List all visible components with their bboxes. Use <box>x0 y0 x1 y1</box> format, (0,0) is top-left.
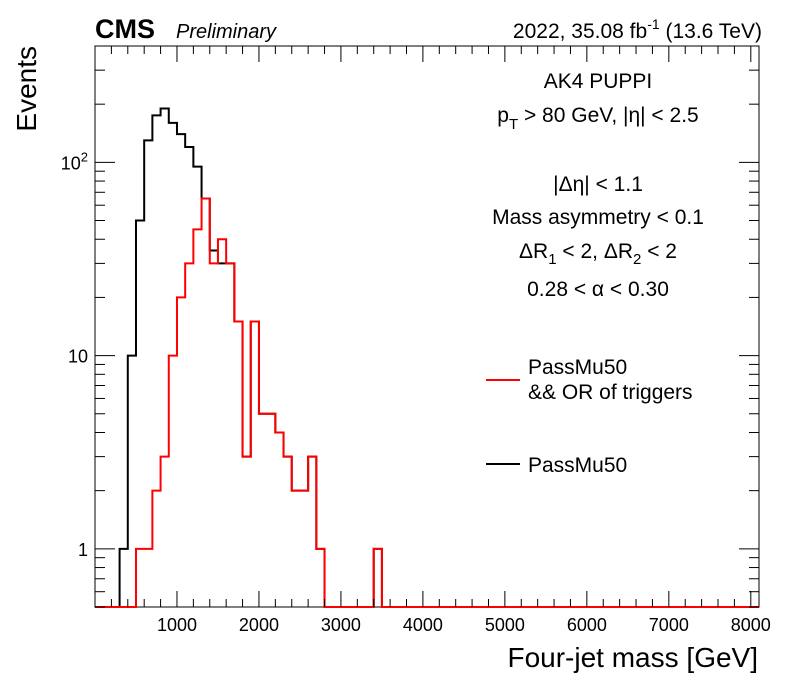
status-label: Preliminary <box>176 21 277 43</box>
dr-mid: < 2, ΔR <box>557 240 633 263</box>
annotation-dr: ΔR1 < 2, ΔR2 < 2 <box>519 240 677 268</box>
series-line-passmu50 <box>95 107 759 608</box>
tick-layer: 1000 2000 3000 4000 5000 6000 7000 8000 1 10 102 <box>61 45 771 635</box>
legend-label-red-line1: PassMu50 <box>528 356 627 379</box>
annotation-alpha: 0.28 < α < 0.30 <box>527 278 669 301</box>
x-tick-label: 1000 <box>157 615 197 635</box>
annotation-mass-asym: Mass asymmetry < 0.1 <box>492 206 704 229</box>
y-tick-label: 10 <box>68 347 88 367</box>
dr-a-sub: 1 <box>548 251 556 268</box>
y-tick-label: 102 <box>61 149 88 173</box>
annotation-jet-algo: AK4 PUPPI <box>544 70 653 93</box>
annotation-pt: pT > 80 GeV, |η| < 2.5 <box>497 104 698 133</box>
x-tick-label: 8000 <box>731 615 771 635</box>
y-axis-title: Events <box>11 46 42 132</box>
x-tick-label: 4000 <box>403 615 443 635</box>
legend: PassMu50 && OR of triggers PassMu50 <box>486 356 693 477</box>
x-axis-title: Four-jet mass [GeV] <box>507 642 758 673</box>
plot-frame <box>94 45 760 608</box>
experiment-label: CMS <box>95 14 155 44</box>
legend-label-black: PassMu50 <box>528 454 627 477</box>
dr-b-sub: 2 <box>633 251 641 268</box>
lumi-pre: 2022, 35.08 fb <box>513 20 647 43</box>
legend-label-red-line2: && OR of triggers <box>528 381 693 404</box>
lumi-post: (13.6 TeV) <box>660 20 762 43</box>
x-tick-label: 2000 <box>239 615 279 635</box>
dr-a: ΔR <box>519 240 548 263</box>
x-tick-label: 5000 <box>485 615 525 635</box>
x-tick-label: 7000 <box>649 615 689 635</box>
series-layer <box>95 107 759 608</box>
dr-post: < 2 <box>641 240 677 263</box>
y-tick-label: 1 <box>78 540 88 560</box>
lumi-label: 2022, 35.08 fb-1 (13.6 TeV) <box>513 16 762 43</box>
pt-post: > 80 GeV, |η| < 2.5 <box>518 104 699 127</box>
lumi-exp: -1 <box>647 16 660 32</box>
pt-pre: p <box>497 104 509 127</box>
x-tick-label: 6000 <box>567 615 607 635</box>
pt-sub: T <box>509 116 518 133</box>
annotation-deta: |Δη| < 1.1 <box>553 173 643 196</box>
x-tick-label: 3000 <box>321 615 361 635</box>
series-line-passmu50-or-triggers <box>95 197 759 608</box>
